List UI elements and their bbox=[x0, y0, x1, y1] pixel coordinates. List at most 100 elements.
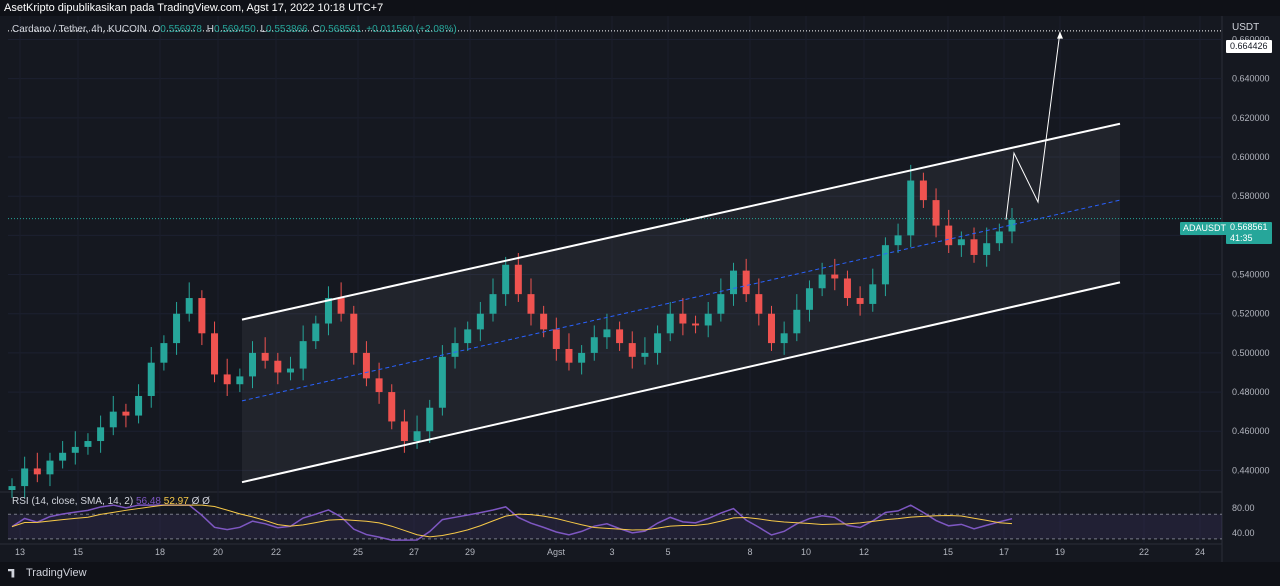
tradingview-logo-icon bbox=[8, 568, 15, 578]
price-tick-label: 0.640000 bbox=[1232, 74, 1270, 84]
candle-up bbox=[426, 407, 434, 432]
rsi-legend: RSI (14, close, SMA, 14, 2) 56.48 52.97 … bbox=[12, 496, 210, 507]
close-label: C bbox=[312, 24, 320, 35]
channel-midline bbox=[241, 199, 1121, 402]
candle-up bbox=[21, 468, 29, 487]
time-tick-label: 20 bbox=[213, 547, 223, 557]
candle-up bbox=[894, 235, 902, 246]
candle-down bbox=[843, 278, 851, 299]
time-tick-label: 22 bbox=[1139, 547, 1149, 557]
projection-arrowhead bbox=[1057, 31, 1063, 39]
candle-up bbox=[135, 395, 143, 416]
candle-down bbox=[514, 264, 522, 295]
candle-down bbox=[628, 343, 636, 357]
rsi-ma-line bbox=[11, 504, 1013, 538]
price-tick-label: 0.480000 bbox=[1232, 387, 1270, 397]
candle-down bbox=[362, 352, 370, 379]
candle-down bbox=[919, 180, 927, 201]
price-tick-label: 0.660000 bbox=[1232, 35, 1270, 45]
candle-down bbox=[742, 270, 750, 295]
symbol-title[interactable]: Cardano / Tether, 4h, KUCOIN bbox=[12, 24, 147, 35]
candle-up bbox=[236, 376, 244, 385]
candle-up bbox=[641, 352, 649, 357]
time-tick-label: 15 bbox=[73, 547, 83, 557]
rsi-tick-label: 40.00 bbox=[1232, 528, 1255, 538]
time-tick-label: 27 bbox=[409, 547, 419, 557]
candle-down bbox=[679, 313, 687, 324]
price-tick-label: 0.540000 bbox=[1232, 270, 1270, 280]
time-tick-label: 17 bbox=[999, 547, 1009, 557]
footer-bar bbox=[0, 562, 1280, 586]
time-tick-label: 10 bbox=[801, 547, 811, 557]
candle-up bbox=[995, 231, 1003, 244]
price-tick-label: 0.440000 bbox=[1232, 465, 1270, 475]
candle-down bbox=[261, 352, 269, 361]
price-tick-label: 0.580000 bbox=[1232, 191, 1270, 201]
candle-up bbox=[413, 431, 421, 442]
target-price-tag: 0.664426 bbox=[1226, 40, 1272, 53]
candle-up bbox=[590, 337, 598, 353]
time-tick-label: 24 bbox=[1195, 547, 1205, 557]
rsi-extra-value: Ø Ø bbox=[191, 496, 210, 507]
candle-down bbox=[945, 225, 953, 246]
low-value: 0.553866 bbox=[266, 24, 308, 35]
candle-up bbox=[983, 243, 991, 255]
open-value: 0.556978 bbox=[160, 24, 202, 35]
time-tick-label: 5 bbox=[665, 547, 670, 557]
candle-up bbox=[438, 356, 446, 408]
channel-fill bbox=[242, 123, 1120, 483]
candle-up bbox=[818, 274, 826, 289]
high-label: H bbox=[206, 24, 214, 35]
candle-up bbox=[59, 452, 67, 461]
candle-up bbox=[8, 486, 16, 490]
candle-up bbox=[717, 294, 725, 314]
time-tick-label: Agst bbox=[547, 547, 566, 557]
time-tick-label: 25 bbox=[353, 547, 363, 557]
candle-up bbox=[489, 294, 497, 314]
candle-down bbox=[400, 421, 408, 442]
rsi-label[interactable]: RSI (14, close, SMA, 14, 2) bbox=[12, 496, 134, 507]
candle-up bbox=[1008, 219, 1016, 232]
time-tick-label: 12 bbox=[859, 547, 869, 557]
change-value: +0.011560 (+2.08%) bbox=[366, 24, 457, 35]
candle-down bbox=[375, 378, 383, 393]
candle-up bbox=[780, 333, 788, 344]
candle-down bbox=[198, 298, 206, 334]
candle-up bbox=[793, 309, 801, 334]
time-tick-label: 19 bbox=[1055, 547, 1065, 557]
channel-upper-line bbox=[241, 122, 1121, 321]
price-chart[interactable]: 0.660000 0.640000 0.620000 0.600000 0.580000… bbox=[0, 16, 1280, 562]
candle-up bbox=[464, 329, 472, 344]
price-tick-label: 0.600000 bbox=[1232, 152, 1270, 162]
candle-up bbox=[312, 323, 320, 342]
symbol-tag: ADAUSDT bbox=[1180, 222, 1230, 235]
candle-down bbox=[337, 298, 345, 314]
candle-down bbox=[767, 313, 775, 344]
time-tick-label: 3 bbox=[609, 547, 614, 557]
currency-label: USDT bbox=[1232, 22, 1260, 33]
candle-down bbox=[223, 374, 231, 385]
time-tick-label: 13 bbox=[15, 547, 25, 557]
ohlc-legend: Cardano / Tether, 4h, KUCOIN O0.556978 H… bbox=[12, 24, 459, 35]
high-value: 0.569450 bbox=[213, 24, 256, 35]
price-tick-label: 0.520000 bbox=[1232, 309, 1270, 319]
candle-up bbox=[451, 343, 459, 357]
time-tick-label: 8 bbox=[747, 547, 752, 557]
bar-countdown: 41:35 bbox=[1230, 233, 1253, 243]
candle-down bbox=[932, 200, 940, 226]
tradingview-logo[interactable]: TradingView bbox=[8, 567, 87, 579]
candle-up bbox=[46, 460, 54, 475]
candle-down bbox=[692, 323, 700, 326]
candle-down bbox=[527, 294, 535, 314]
price-tick-label: 0.460000 bbox=[1232, 426, 1270, 436]
chart-background bbox=[0, 16, 1280, 562]
candle-down bbox=[565, 348, 573, 363]
candle-down bbox=[33, 468, 41, 475]
candle-up bbox=[666, 313, 674, 334]
candle-up bbox=[286, 368, 294, 373]
rsi-tick-label: 80.00 bbox=[1232, 503, 1255, 513]
candle-down bbox=[274, 360, 282, 373]
candle-down bbox=[211, 333, 219, 375]
candle-down bbox=[388, 392, 396, 422]
candle-up bbox=[185, 298, 193, 314]
